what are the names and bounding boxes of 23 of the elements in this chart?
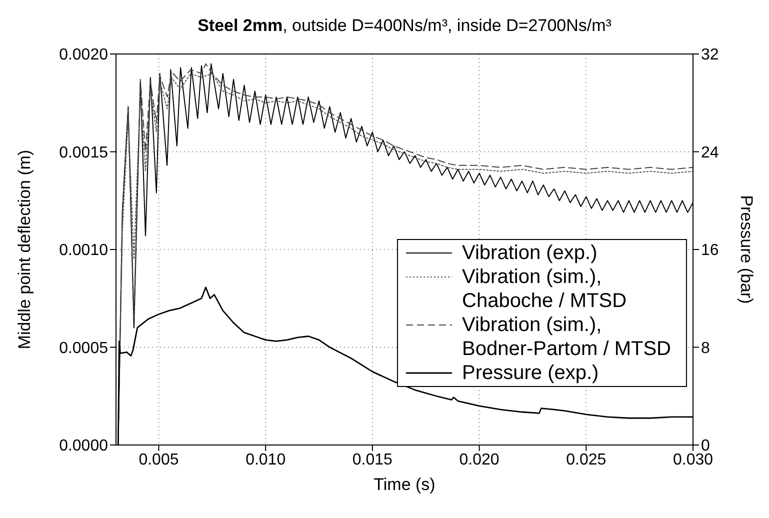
y2-axis-title: Pressure (bar)	[736, 195, 756, 304]
x-tick-label: 0.010	[246, 451, 286, 468]
y-axis-title: Middle point deflection (m)	[15, 150, 34, 350]
y2-tick-label: 24	[701, 144, 719, 162]
y-tick-label: 0.0000	[59, 438, 108, 455]
legend-label: Vibration (sim.), Bodner-Partom / MTSD	[462, 314, 671, 360]
y2-tick-label: 8	[701, 340, 710, 357]
x-tick-label: 0.020	[459, 451, 500, 468]
y-tick-label: 0.0005	[59, 340, 108, 357]
legend-label: Pressure (exp.)	[462, 362, 599, 384]
chart-title: Steel 2mm, outside D=400Ns/m³, inside D=2700Ns/m³	[196, 16, 612, 36]
x-tick-label: 0.015	[352, 451, 393, 468]
x-tick-label: 0.005	[138, 451, 179, 468]
y-tick-label: 0.0015	[59, 144, 108, 162]
y-tick-label: 0.0010	[59, 242, 108, 260]
y2-tick-label: 32	[701, 46, 719, 64]
x-axis-title: Time (s)	[374, 475, 436, 494]
x-tick-label: 0.030	[672, 451, 714, 468]
x-tick-label: 0.025	[566, 451, 606, 468]
y-tick-label: 0.0020	[59, 46, 108, 64]
legend-label: Vibration (sim.), Chaboche / MTSD	[462, 266, 627, 312]
legend-label: Vibration (exp.)	[462, 242, 598, 264]
y2-tick-label: 16	[701, 242, 719, 260]
